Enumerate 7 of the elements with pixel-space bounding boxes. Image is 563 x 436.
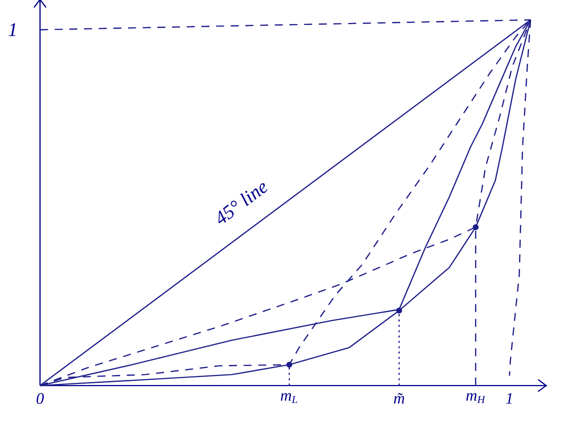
x-tick-label: m̃ bbox=[394, 392, 404, 404]
annotation: 45° line bbox=[218, 183, 268, 224]
x-tick-label: m$_{L}$ bbox=[280, 393, 298, 403]
x-tick-label: m$_{H}$ bbox=[466, 393, 486, 403]
x-tick-label: 0 bbox=[36, 392, 44, 404]
text: 1 bbox=[8, 23, 16, 36]
x-tick-label: 1 bbox=[506, 392, 512, 404]
